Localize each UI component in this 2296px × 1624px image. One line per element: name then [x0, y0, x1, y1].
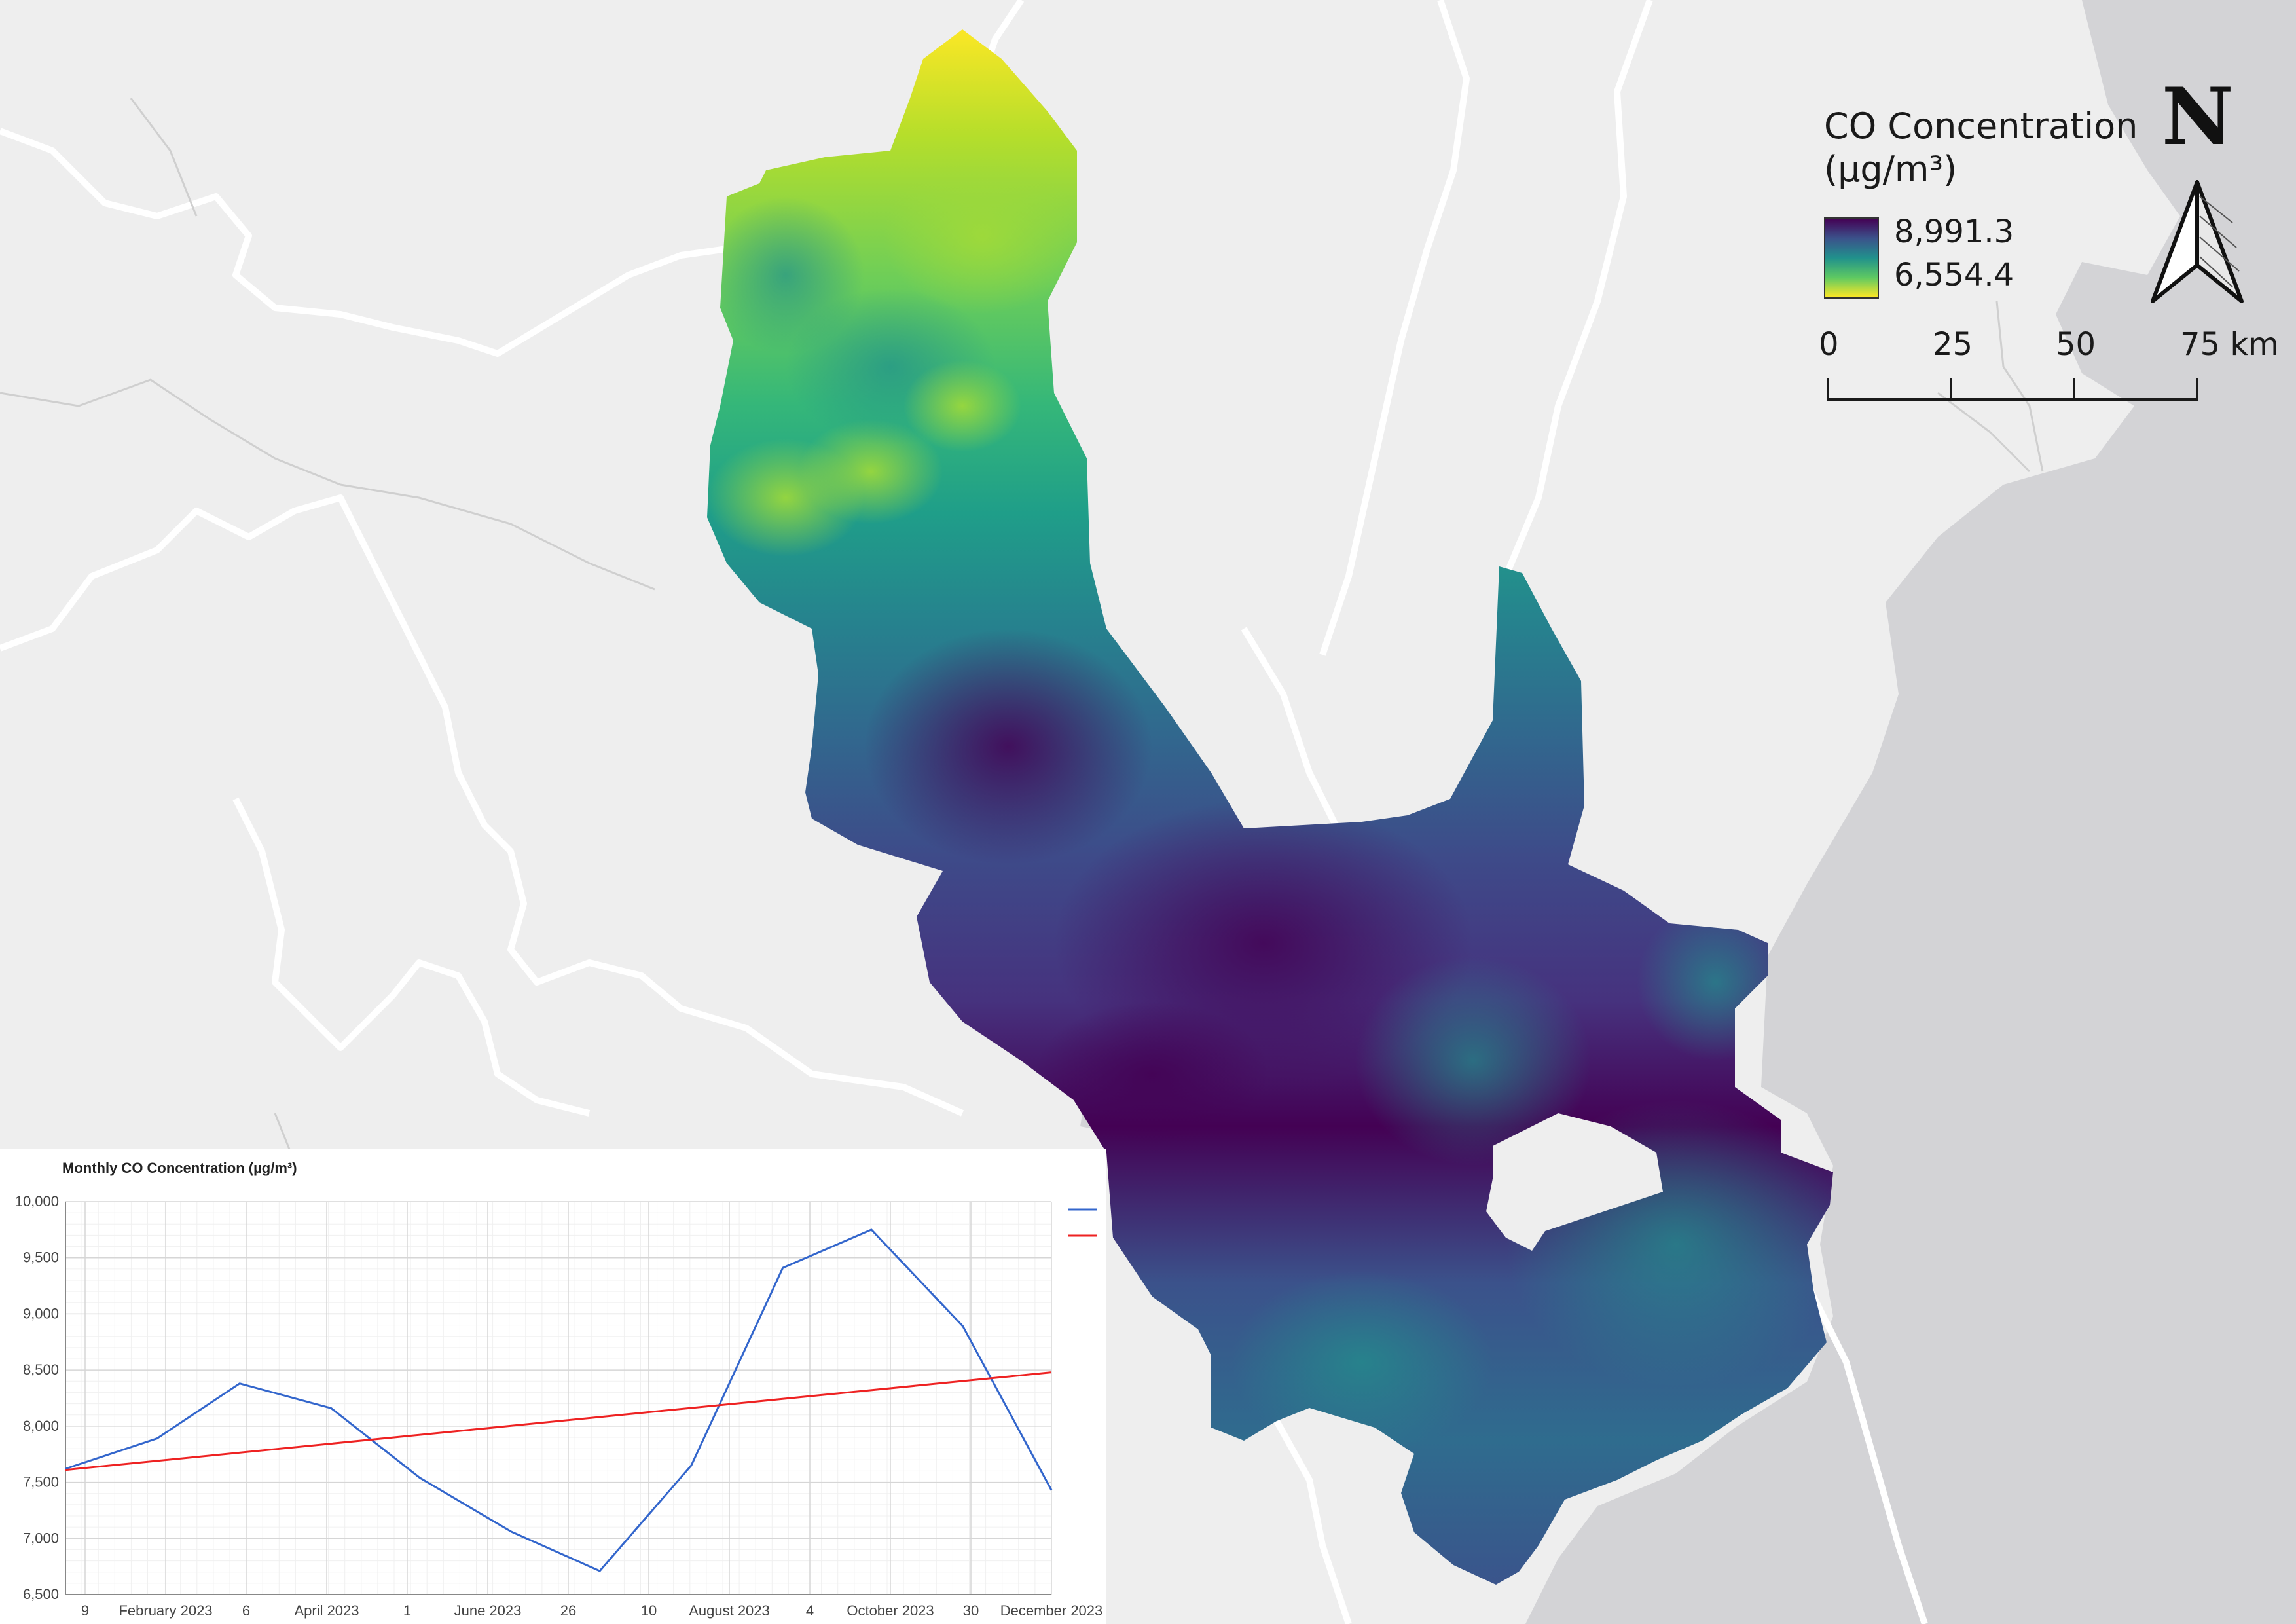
legend-color-ramp: [1824, 217, 1879, 299]
legend-title-line-1: CO Concentration: [1824, 105, 2138, 147]
legend-title: CO Concentration (µg/m³): [1824, 105, 2138, 191]
chart-title: Monthly CO Concentration (µg/m³): [62, 1160, 297, 1176]
scale-label-50: 50: [2056, 326, 2096, 363]
excluded-area: [1486, 1113, 1663, 1251]
chart-x-tick-label: April 2023: [294, 1602, 359, 1619]
legend-title-line-2: (µg/m³): [1824, 149, 1958, 190]
chart-x-tick-label: August 2023: [689, 1602, 770, 1619]
chart-x-tick-label: 10: [641, 1602, 657, 1619]
north-arrow-icon: [2151, 180, 2244, 303]
sea-area: [1525, 0, 2296, 1624]
chart-y-tick-label: 9,000: [23, 1305, 59, 1321]
chart-y-tick-label: 8,000: [23, 1418, 59, 1434]
scale-label-75km: 75 km: [2180, 326, 2279, 363]
chart-x-tick-label: 1: [403, 1602, 411, 1619]
chart-x-tick-label: 26: [560, 1602, 576, 1619]
north-label: N: [2162, 71, 2234, 163]
scale-label-25: 25: [1933, 326, 1973, 363]
chart-series-line-2: [65, 1371, 1052, 1471]
chart-panel[interactable]: Monthly CO Concentration (µg/m³) 6,500 7,…: [0, 1149, 1106, 1624]
chart-x-tick-label: June 2023: [454, 1602, 522, 1619]
chart-x-tick-label: October 2023: [847, 1602, 934, 1619]
chart-y-tick-label: 9,500: [23, 1249, 59, 1266]
chart-x-tick-label: December 2023: [1000, 1602, 1103, 1619]
chart-y-tick-label: 10,000: [15, 1193, 59, 1209]
chart-y-tick-label: 6,500: [23, 1586, 59, 1602]
chart-y-tick-label: 7,000: [23, 1530, 59, 1546]
legend-max-label: 8,991.3: [1894, 213, 2014, 250]
line-chart[interactable]: 6,500 7,000 7,500 8,000 8,500 9,000 9,500 10,00…: [0, 1149, 1106, 1624]
legend-min-label: 6,554.4: [1894, 257, 2014, 293]
chart-x-tick-label: 6: [242, 1602, 250, 1619]
chart-x-tick-label: 9: [81, 1602, 89, 1619]
chart-x-tick-label: 4: [806, 1602, 814, 1619]
chart-y-tick-label: 8,500: [23, 1361, 59, 1378]
chart-x-tick-label: February 2023: [118, 1602, 212, 1619]
scale-label-0: 0: [1819, 326, 1839, 363]
chart-series-line-1: [65, 1228, 1053, 1572]
chart-x-tick-label: 30: [963, 1602, 979, 1619]
scale-bar: [1827, 378, 2198, 401]
chart-y-tick-label: 7,500: [23, 1474, 59, 1490]
